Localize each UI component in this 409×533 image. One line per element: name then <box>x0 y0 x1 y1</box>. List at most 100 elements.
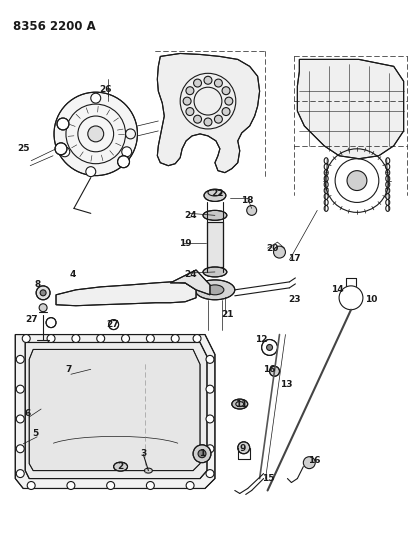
Circle shape <box>214 115 222 123</box>
Polygon shape <box>157 53 259 173</box>
Circle shape <box>186 108 193 116</box>
Circle shape <box>108 320 118 329</box>
Circle shape <box>303 457 315 469</box>
Text: 27: 27 <box>25 315 37 324</box>
Circle shape <box>90 93 101 103</box>
Circle shape <box>183 97 191 105</box>
Circle shape <box>16 356 24 364</box>
Text: 16: 16 <box>263 365 275 374</box>
Text: 9: 9 <box>239 445 245 453</box>
Text: 24: 24 <box>183 211 196 220</box>
Circle shape <box>57 118 69 130</box>
Circle shape <box>121 147 131 157</box>
Circle shape <box>146 481 154 489</box>
Circle shape <box>46 318 56 328</box>
Text: 24: 24 <box>183 270 196 279</box>
Text: 21: 21 <box>221 310 234 319</box>
Circle shape <box>16 445 24 453</box>
Ellipse shape <box>113 462 127 471</box>
Circle shape <box>97 335 104 343</box>
Circle shape <box>16 470 24 478</box>
Text: 16: 16 <box>307 456 320 465</box>
Circle shape <box>106 481 115 489</box>
Circle shape <box>47 335 55 343</box>
Text: 4: 4 <box>70 270 76 279</box>
Text: 1: 1 <box>198 449 204 458</box>
Polygon shape <box>297 59 402 159</box>
Circle shape <box>55 143 67 155</box>
Circle shape <box>54 92 137 175</box>
Circle shape <box>269 366 279 376</box>
Circle shape <box>222 87 229 95</box>
Text: 20: 20 <box>266 244 278 253</box>
Text: 26: 26 <box>99 85 112 94</box>
Circle shape <box>273 246 285 258</box>
Bar <box>207 222 222 267</box>
Text: 3: 3 <box>140 449 146 458</box>
Text: 15: 15 <box>262 474 274 483</box>
Ellipse shape <box>231 399 247 409</box>
Text: 12: 12 <box>255 335 267 344</box>
Circle shape <box>146 335 154 343</box>
Circle shape <box>246 205 256 215</box>
Circle shape <box>261 340 277 356</box>
Circle shape <box>85 167 96 176</box>
Circle shape <box>72 335 80 343</box>
Circle shape <box>214 79 222 87</box>
Text: 23: 23 <box>288 295 300 304</box>
Bar <box>207 222 222 267</box>
Circle shape <box>346 171 366 190</box>
Ellipse shape <box>144 468 152 473</box>
Text: 13: 13 <box>279 379 292 389</box>
Circle shape <box>40 290 46 296</box>
Text: 10: 10 <box>364 295 376 304</box>
Circle shape <box>60 147 70 157</box>
Text: 27: 27 <box>106 320 119 329</box>
Text: 22: 22 <box>211 189 224 198</box>
Ellipse shape <box>205 285 223 295</box>
Circle shape <box>205 415 213 423</box>
Text: 7: 7 <box>65 365 72 374</box>
Circle shape <box>186 87 193 95</box>
Text: 25: 25 <box>17 144 29 154</box>
Ellipse shape <box>202 267 226 277</box>
Text: 14: 14 <box>330 285 343 294</box>
Circle shape <box>36 286 50 300</box>
Ellipse shape <box>204 190 225 201</box>
Ellipse shape <box>202 211 226 220</box>
Circle shape <box>22 335 30 343</box>
Circle shape <box>237 442 249 454</box>
Text: 2: 2 <box>117 462 124 471</box>
Polygon shape <box>56 282 196 306</box>
Circle shape <box>222 108 229 116</box>
Circle shape <box>88 126 103 142</box>
Circle shape <box>224 97 232 105</box>
Circle shape <box>266 344 272 350</box>
Circle shape <box>27 481 35 489</box>
Ellipse shape <box>195 280 234 300</box>
Polygon shape <box>170 270 209 295</box>
Circle shape <box>117 156 129 168</box>
Polygon shape <box>15 335 214 488</box>
Text: 19: 19 <box>178 239 191 248</box>
Circle shape <box>171 335 179 343</box>
Text: 8356 2200 A: 8356 2200 A <box>13 20 96 33</box>
Circle shape <box>205 470 213 478</box>
Circle shape <box>205 356 213 364</box>
Text: 18: 18 <box>241 196 253 205</box>
Text: 11: 11 <box>235 400 247 409</box>
Circle shape <box>121 335 129 343</box>
Circle shape <box>193 115 201 123</box>
Circle shape <box>186 481 193 489</box>
Text: 17: 17 <box>288 254 300 263</box>
Circle shape <box>193 79 201 87</box>
Text: 8: 8 <box>34 280 40 289</box>
Circle shape <box>204 76 211 84</box>
Circle shape <box>193 335 200 343</box>
Circle shape <box>67 481 75 489</box>
Circle shape <box>16 385 24 393</box>
Polygon shape <box>29 350 200 471</box>
Text: 6: 6 <box>24 409 30 418</box>
Circle shape <box>39 304 47 312</box>
Text: 5: 5 <box>32 430 38 438</box>
